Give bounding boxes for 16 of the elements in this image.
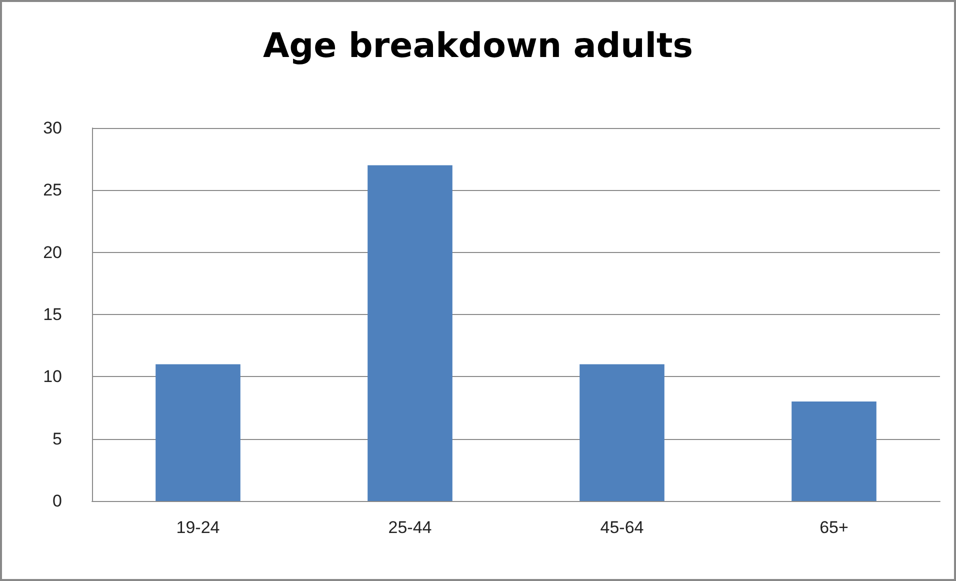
y-tick-label: 0 — [52, 492, 62, 510]
y-tick-label: 30 — [43, 118, 62, 138]
x-tick-label: 25-44 — [388, 518, 432, 537]
bar — [580, 364, 664, 501]
x-tick-label: 65+ — [820, 518, 848, 537]
y-tick-label: 5 — [52, 429, 62, 448]
bar — [368, 165, 452, 501]
x-tick-label: 45-64 — [600, 518, 644, 537]
y-tick-label: 10 — [43, 367, 62, 386]
y-tick-label: 25 — [43, 180, 62, 200]
bar — [156, 364, 240, 501]
y-tick-label: 15 — [43, 305, 62, 324]
x-tick-label: 19-24 — [176, 518, 220, 537]
bar — [792, 402, 876, 501]
chart-title: Age breakdown adults — [262, 26, 694, 66]
y-tick-label: 20 — [43, 242, 62, 262]
